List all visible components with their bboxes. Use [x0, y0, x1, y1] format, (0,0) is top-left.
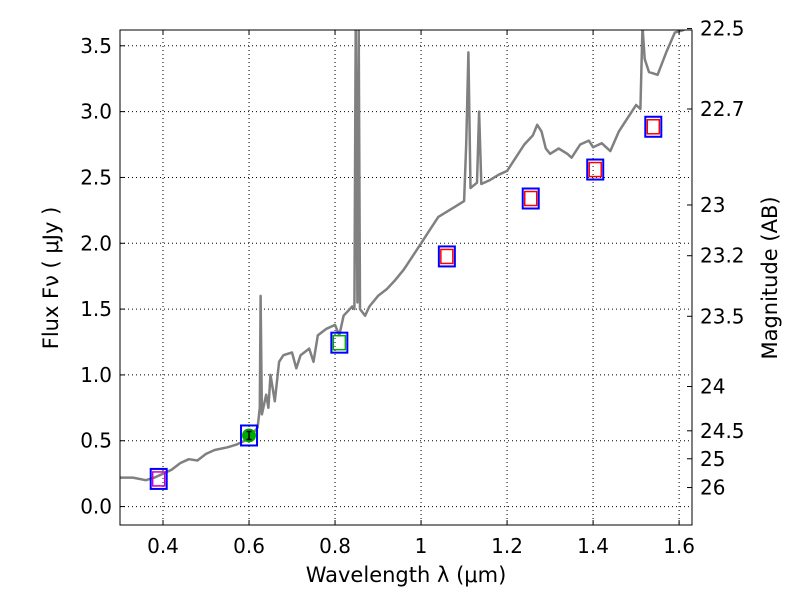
- plot-area: [120, 30, 687, 490]
- y2-axis-title: Magnitude (AB): [758, 196, 782, 359]
- photometry-point: [151, 471, 166, 487]
- y-tick-label: 2.5: [80, 165, 112, 189]
- y2-tick-label: 22.5: [700, 17, 745, 41]
- ticks: 0.4 0.6 0.8 1 1.2 1.4 1.6 0.0 0.5 1.0 1.5 2.0 2.5 3.0…: [80, 17, 744, 558]
- y-tick-label: 1.0: [80, 363, 112, 387]
- y2-tick-label: 24.5: [700, 419, 745, 443]
- photometry-outer-marker: [240, 424, 259, 447]
- x-tick-label: 1.6: [663, 534, 695, 558]
- y-tick-label: 0.0: [80, 495, 112, 519]
- photometry-outer-marker: [586, 158, 605, 181]
- x-tick-label: 1.4: [577, 534, 609, 558]
- photometry-outer-marker: [149, 467, 168, 490]
- y2-tick-label: 23: [700, 193, 725, 217]
- y-axis-title: Flux Fν ( μJy ): [39, 207, 63, 350]
- spectrum-line: [120, 30, 687, 482]
- y2-tick-label: 26: [700, 476, 725, 500]
- y-tick-label: 0.5: [80, 429, 112, 453]
- photometry-outer-marker: [644, 115, 663, 138]
- y2-tick-label: 25: [700, 447, 725, 471]
- y-tick-label: 1.5: [80, 297, 112, 321]
- x-tick-label: 1.2: [491, 534, 523, 558]
- y-tick-label: 3.0: [80, 100, 112, 124]
- axes-frame: [119, 29, 693, 526]
- x-axis-title: Wavelength λ (μm): [306, 563, 507, 587]
- x-tick-label: 0.8: [319, 534, 351, 558]
- x-tick-label: 0.4: [147, 534, 179, 558]
- photometry-point: [588, 161, 602, 178]
- y-tick-label: 2.0: [80, 231, 112, 255]
- y2-tick-label: 23.2: [700, 244, 745, 268]
- photometry-point: [523, 190, 538, 207]
- photometry-outer-marker: [330, 331, 349, 354]
- grid: [120, 30, 692, 525]
- photometry-point: [332, 334, 347, 351]
- y2-tick-label: 23.5: [700, 304, 745, 328]
- x-tick-label: 1: [415, 534, 428, 558]
- y-tick-label: 3.5: [80, 34, 112, 58]
- x-tick-label: 0.6: [233, 534, 265, 558]
- photometry-point: [646, 119, 661, 135]
- error-bar: [246, 430, 252, 441]
- photometry-outer-marker: [437, 245, 456, 268]
- y2-tick-label: 22.7: [700, 97, 745, 121]
- photometry-point: [440, 248, 454, 265]
- y2-tick-label: 24: [700, 375, 725, 399]
- photometry-outer-marker: [521, 187, 540, 210]
